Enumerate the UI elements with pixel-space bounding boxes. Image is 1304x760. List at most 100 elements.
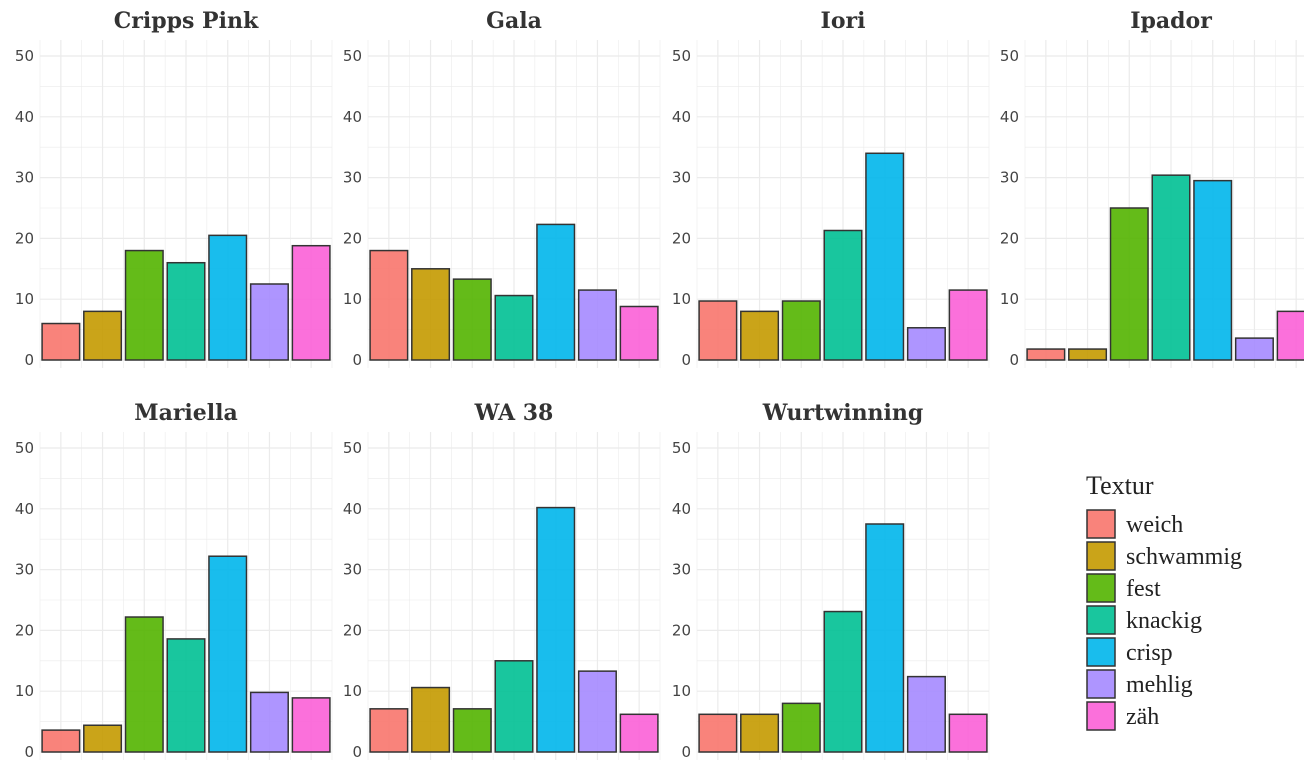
- facet-panel: 0 10 20 30 40 50 Iori: [672, 8, 990, 369]
- y-tick-label: 10: [672, 290, 691, 308]
- bar-crisp: [536, 506, 576, 753]
- y-tick-label: 0: [1009, 351, 1019, 369]
- panel-title: Cripps Pink: [114, 8, 259, 34]
- bar-mehlig: [249, 691, 289, 753]
- y-tick-label: 30: [15, 561, 34, 579]
- y-tick-label: 20: [672, 229, 691, 247]
- legend-key-crisp: [1086, 637, 1116, 667]
- bar-crisp: [536, 223, 576, 361]
- bar-fest: [124, 249, 164, 361]
- y-tick-label: 0: [681, 743, 691, 760]
- bar-mehlig: [577, 289, 617, 361]
- bar-mehlig: [249, 283, 289, 361]
- panel-title: Mariella: [134, 400, 238, 426]
- legend-label: crisp: [1126, 640, 1173, 666]
- y-tick-label: 30: [672, 561, 691, 579]
- bar-schwammig: [740, 713, 780, 753]
- legend-label: mehlig: [1126, 672, 1193, 698]
- legend-label: knackig: [1126, 608, 1202, 634]
- y-tick-label: 0: [24, 743, 34, 760]
- bar-schwammig: [1068, 348, 1108, 361]
- y-tick-label: 20: [1000, 229, 1019, 247]
- y-tick-label: 0: [681, 351, 691, 369]
- bar-weich: [41, 729, 81, 753]
- y-tick-label: 10: [1000, 290, 1019, 308]
- y-tick-label: 10: [15, 290, 34, 308]
- facet-panel: 0 10 20 30 40 50 Ipador: [1000, 8, 1304, 369]
- y-tick-label: 10: [343, 682, 362, 700]
- bar-zäh: [291, 697, 331, 753]
- legend-key-fest: [1086, 573, 1116, 603]
- bar-knackig: [1151, 174, 1191, 361]
- y-tick-label: 20: [343, 621, 362, 639]
- y-tick-label: 40: [343, 108, 362, 126]
- panel-title: Iori: [821, 8, 866, 34]
- y-tick-label: 50: [343, 47, 362, 65]
- y-tick-label: 50: [15, 47, 34, 65]
- y-tick-label: 50: [343, 439, 362, 457]
- y-tick-label: 50: [15, 439, 34, 457]
- y-tick-label: 20: [343, 229, 362, 247]
- y-tick-label: 40: [672, 108, 691, 126]
- panel-title: Ipador: [1130, 8, 1212, 34]
- y-tick-label: 40: [15, 500, 34, 518]
- y-tick-label: 10: [343, 290, 362, 308]
- bar-mehlig: [906, 675, 946, 753]
- bar-crisp: [865, 152, 905, 361]
- bar-knackig: [494, 660, 534, 753]
- legend-label: weich: [1126, 512, 1183, 538]
- y-tick-label: 0: [352, 351, 362, 369]
- bar-crisp: [1193, 179, 1233, 361]
- y-tick-label: 40: [343, 500, 362, 518]
- facet-panel: 0 10 20 30 40 50 Wurtwinning: [672, 400, 990, 760]
- bar-zäh: [948, 713, 988, 753]
- legend-key-weich: [1086, 509, 1116, 539]
- y-tick-label: 20: [15, 229, 34, 247]
- bar-fest: [1109, 207, 1149, 361]
- bar-knackig: [166, 261, 206, 361]
- y-tick-label: 20: [15, 621, 34, 639]
- bar-zäh: [291, 244, 331, 361]
- panel-title: Wurtwinning: [762, 400, 924, 426]
- facet-panel: 0 10 20 30 40 50 Gala: [343, 8, 661, 369]
- y-tick-label: 30: [343, 169, 362, 187]
- y-tick-label: 50: [672, 439, 691, 457]
- y-tick-label: 10: [15, 682, 34, 700]
- y-tick-label: 20: [672, 621, 691, 639]
- y-tick-label: 10: [672, 682, 691, 700]
- bar-knackig: [823, 229, 863, 361]
- y-tick-label: 30: [672, 169, 691, 187]
- y-tick-label: 40: [1000, 108, 1019, 126]
- bar-weich: [698, 713, 738, 753]
- bar-mehlig: [906, 327, 946, 361]
- bar-fest: [781, 300, 821, 361]
- legend-label: fest: [1126, 576, 1161, 602]
- y-tick-label: 30: [343, 561, 362, 579]
- bar-crisp: [208, 555, 248, 753]
- bar-zäh: [619, 713, 659, 753]
- y-tick-label: 0: [352, 743, 362, 760]
- bar-mehlig: [1234, 337, 1274, 361]
- legend: Textur weich schwammig fest knackig crisp mehl…: [1086, 471, 1242, 731]
- y-tick-label: 40: [672, 500, 691, 518]
- panel-title: WA 38: [474, 400, 554, 426]
- bar-weich: [41, 322, 81, 361]
- bar-knackig: [823, 610, 863, 753]
- panel-title: Gala: [486, 8, 542, 34]
- bar-crisp: [865, 523, 905, 753]
- bar-fest: [452, 708, 492, 753]
- bar-weich: [369, 708, 409, 753]
- legend-label: zäh: [1126, 704, 1159, 730]
- bar-fest: [781, 702, 821, 753]
- y-tick-label: 30: [1000, 169, 1019, 187]
- bar-knackig: [494, 294, 534, 361]
- y-tick-label: 50: [1000, 47, 1019, 65]
- legend-key-knackig: [1086, 605, 1116, 635]
- bar-mehlig: [577, 670, 617, 753]
- facet-panel: 0 10 20 30 40 50 Mariella: [15, 400, 333, 760]
- y-tick-label: 50: [672, 47, 691, 65]
- bar-schwammig: [740, 310, 780, 361]
- bar-fest: [452, 278, 492, 361]
- y-tick-label: 40: [15, 108, 34, 126]
